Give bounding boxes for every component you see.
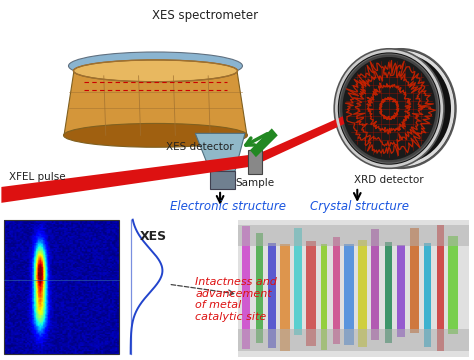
Bar <box>306 240 316 346</box>
Polygon shape <box>64 71 247 135</box>
Bar <box>242 226 250 349</box>
Bar <box>424 243 431 347</box>
Ellipse shape <box>346 49 456 168</box>
Polygon shape <box>250 129 278 157</box>
Bar <box>256 233 263 343</box>
Bar <box>238 220 469 357</box>
Bar <box>333 237 340 344</box>
Bar <box>397 246 405 337</box>
Bar <box>320 244 328 350</box>
Bar <box>358 239 367 347</box>
Bar <box>248 150 262 174</box>
Ellipse shape <box>342 57 436 160</box>
Bar <box>437 225 444 351</box>
Polygon shape <box>210 171 235 189</box>
Bar <box>268 243 276 348</box>
Bar <box>4 220 118 354</box>
Polygon shape <box>1 154 255 203</box>
Ellipse shape <box>335 49 444 168</box>
Text: XES: XES <box>140 230 167 243</box>
Text: Crystal structure: Crystal structure <box>310 200 409 213</box>
Text: XFEL pulse: XFEL pulse <box>9 172 66 182</box>
Bar <box>385 242 392 343</box>
Bar <box>294 228 301 335</box>
Bar <box>371 229 379 340</box>
Text: Electronic structure: Electronic structure <box>170 200 286 213</box>
Ellipse shape <box>64 123 247 147</box>
Text: XRD detector: XRD detector <box>354 175 424 185</box>
Polygon shape <box>255 105 369 165</box>
Bar <box>238 329 469 351</box>
Text: Intactness and
advancement
of metal
catalytic site: Intactness and advancement of metal cata… <box>195 277 277 322</box>
Bar <box>345 244 354 345</box>
Bar <box>280 244 290 351</box>
Bar <box>410 228 419 333</box>
Ellipse shape <box>73 60 237 82</box>
Bar <box>448 235 458 334</box>
Text: XES detector: XES detector <box>166 142 234 152</box>
Bar <box>238 225 469 247</box>
Ellipse shape <box>339 54 439 163</box>
Text: Sample: Sample <box>235 178 274 188</box>
Ellipse shape <box>69 52 243 80</box>
Text: XES spectrometer: XES spectrometer <box>152 9 258 22</box>
Polygon shape <box>195 133 245 171</box>
